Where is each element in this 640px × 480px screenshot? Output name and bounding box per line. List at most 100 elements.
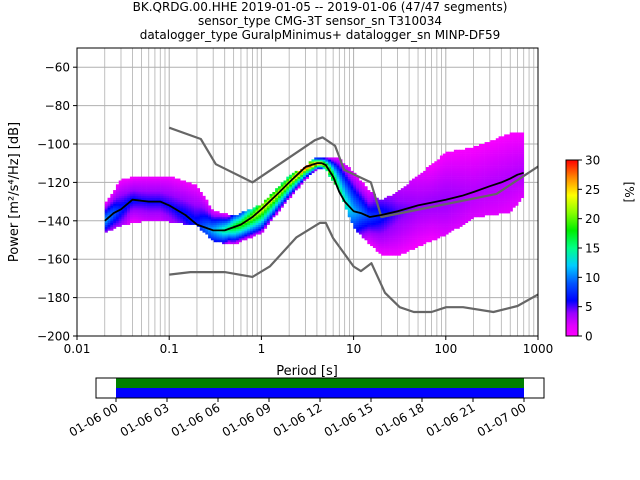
heatmap-cell: [425, 188, 430, 191]
heatmap-cell: [381, 241, 385, 245]
heatmap-cell: [227, 232, 231, 235]
heatmap-cell: [520, 193, 525, 197]
heatmap-cell: [152, 201, 156, 204]
heatmap-cell: [439, 168, 444, 172]
heatmap-cell: [403, 195, 407, 199]
heatmap-cell: [487, 170, 491, 174]
heatmap-cell: [358, 192, 363, 195]
heatmap-cell: [132, 203, 136, 206]
heatmap-cell: [490, 190, 494, 193]
heatmap-cell: [381, 249, 385, 252]
heatmap-cell: [110, 199, 114, 202]
heatmap-cell: [445, 220, 449, 224]
heatmap-cell: [174, 182, 178, 185]
heatmap-cell: [370, 199, 374, 202]
heatmap-cell: [118, 213, 122, 216]
heatmap-cell: [518, 192, 522, 195]
heatmap-cell: [479, 149, 483, 152]
heatmap-cell: [520, 153, 525, 156]
heatmap-cell: [141, 203, 145, 206]
heatmap-cell: [135, 220, 139, 224]
heatmap-cell: [504, 151, 508, 154]
heatmap-cell: [434, 232, 438, 235]
heatmap-cell: [375, 224, 379, 227]
heatmap-cell: [191, 218, 195, 222]
heatmap-cell: [146, 184, 150, 187]
heatmap-cell: [520, 155, 525, 158]
heatmap-cell: [473, 213, 477, 216]
heatmap-cell: [238, 228, 242, 231]
heatmap-cell: [473, 199, 477, 202]
heatmap-cell: [465, 188, 469, 191]
heatmap-cell: [185, 211, 189, 214]
heatmap-cell: [135, 218, 139, 222]
heatmap-cell: [118, 186, 122, 189]
heatmap-cell: [386, 197, 390, 200]
y-tick-label: −120: [37, 176, 70, 190]
heatmap-cell: [409, 230, 413, 233]
heatmap-cell: [445, 192, 449, 195]
heatmap-cell: [501, 168, 505, 172]
heatmap-cell: [216, 230, 220, 233]
heatmap-cell: [118, 215, 122, 218]
heatmap-cell: [520, 151, 525, 154]
heatmap-cell: [501, 159, 505, 162]
heatmap-cell: [252, 216, 256, 220]
heatmap-cell: [498, 180, 502, 183]
heatmap-cell: [227, 224, 231, 227]
heatmap-cell: [428, 174, 432, 177]
heatmap-cell: [118, 201, 122, 204]
heatmap-cell: [141, 195, 145, 199]
heatmap-cell: [437, 192, 441, 195]
heatmap-cell: [501, 203, 505, 206]
heatmap-cell: [356, 176, 360, 179]
colorbar-tick-label: 30: [585, 154, 600, 168]
heatmap-cell: [314, 165, 318, 168]
heatmap-cell: [163, 192, 167, 195]
heatmap-cell: [423, 176, 427, 179]
heatmap-cell: [384, 230, 388, 233]
heatmap-cell: [311, 165, 315, 168]
heatmap-cell: [258, 215, 262, 218]
heatmap-cell: [417, 197, 421, 200]
heatmap-cell: [453, 203, 457, 206]
heatmap-cell: [353, 180, 357, 183]
heatmap-cell: [367, 195, 371, 199]
heatmap-cell: [191, 192, 195, 195]
heatmap-cell: [168, 180, 173, 183]
heatmap-cell: [339, 184, 343, 187]
heatmap-cell: [476, 153, 480, 156]
heatmap-cell: [476, 178, 480, 181]
heatmap-cell: [515, 159, 519, 162]
heatmap-cell: [353, 216, 357, 220]
heatmap-cell: [230, 238, 234, 241]
heatmap-cell: [249, 228, 254, 231]
heatmap-cell: [180, 193, 184, 197]
heatmap-cell: [417, 205, 421, 208]
heatmap-cell: [255, 205, 259, 208]
heatmap-cell: [420, 218, 424, 222]
heatmap-cell: [389, 241, 393, 245]
heatmap-cell: [188, 209, 192, 212]
heatmap-cell: [420, 205, 424, 208]
heatmap-cell: [238, 215, 242, 218]
heatmap-cell: [174, 190, 178, 193]
heatmap-cell: [420, 186, 424, 189]
heatmap-cell: [342, 170, 346, 174]
heatmap-cell: [199, 199, 203, 202]
heatmap-cell: [395, 251, 399, 254]
heatmap-cell: [317, 167, 321, 170]
heatmap-cell: [515, 201, 519, 204]
heatmap-cell: [286, 192, 290, 195]
heatmap-cell: [442, 168, 446, 172]
heatmap-cell: [492, 188, 497, 191]
heatmap-cell: [185, 207, 189, 210]
heatmap-cell: [439, 215, 444, 218]
heatmap-cell: [434, 163, 438, 166]
heatmap-cell: [146, 188, 150, 191]
heatmap-cell: [476, 211, 480, 214]
heatmap-cell: [269, 209, 273, 212]
heatmap-cell: [465, 203, 469, 206]
heatmap-cell: [473, 167, 477, 170]
heatmap-cell: [437, 224, 441, 227]
